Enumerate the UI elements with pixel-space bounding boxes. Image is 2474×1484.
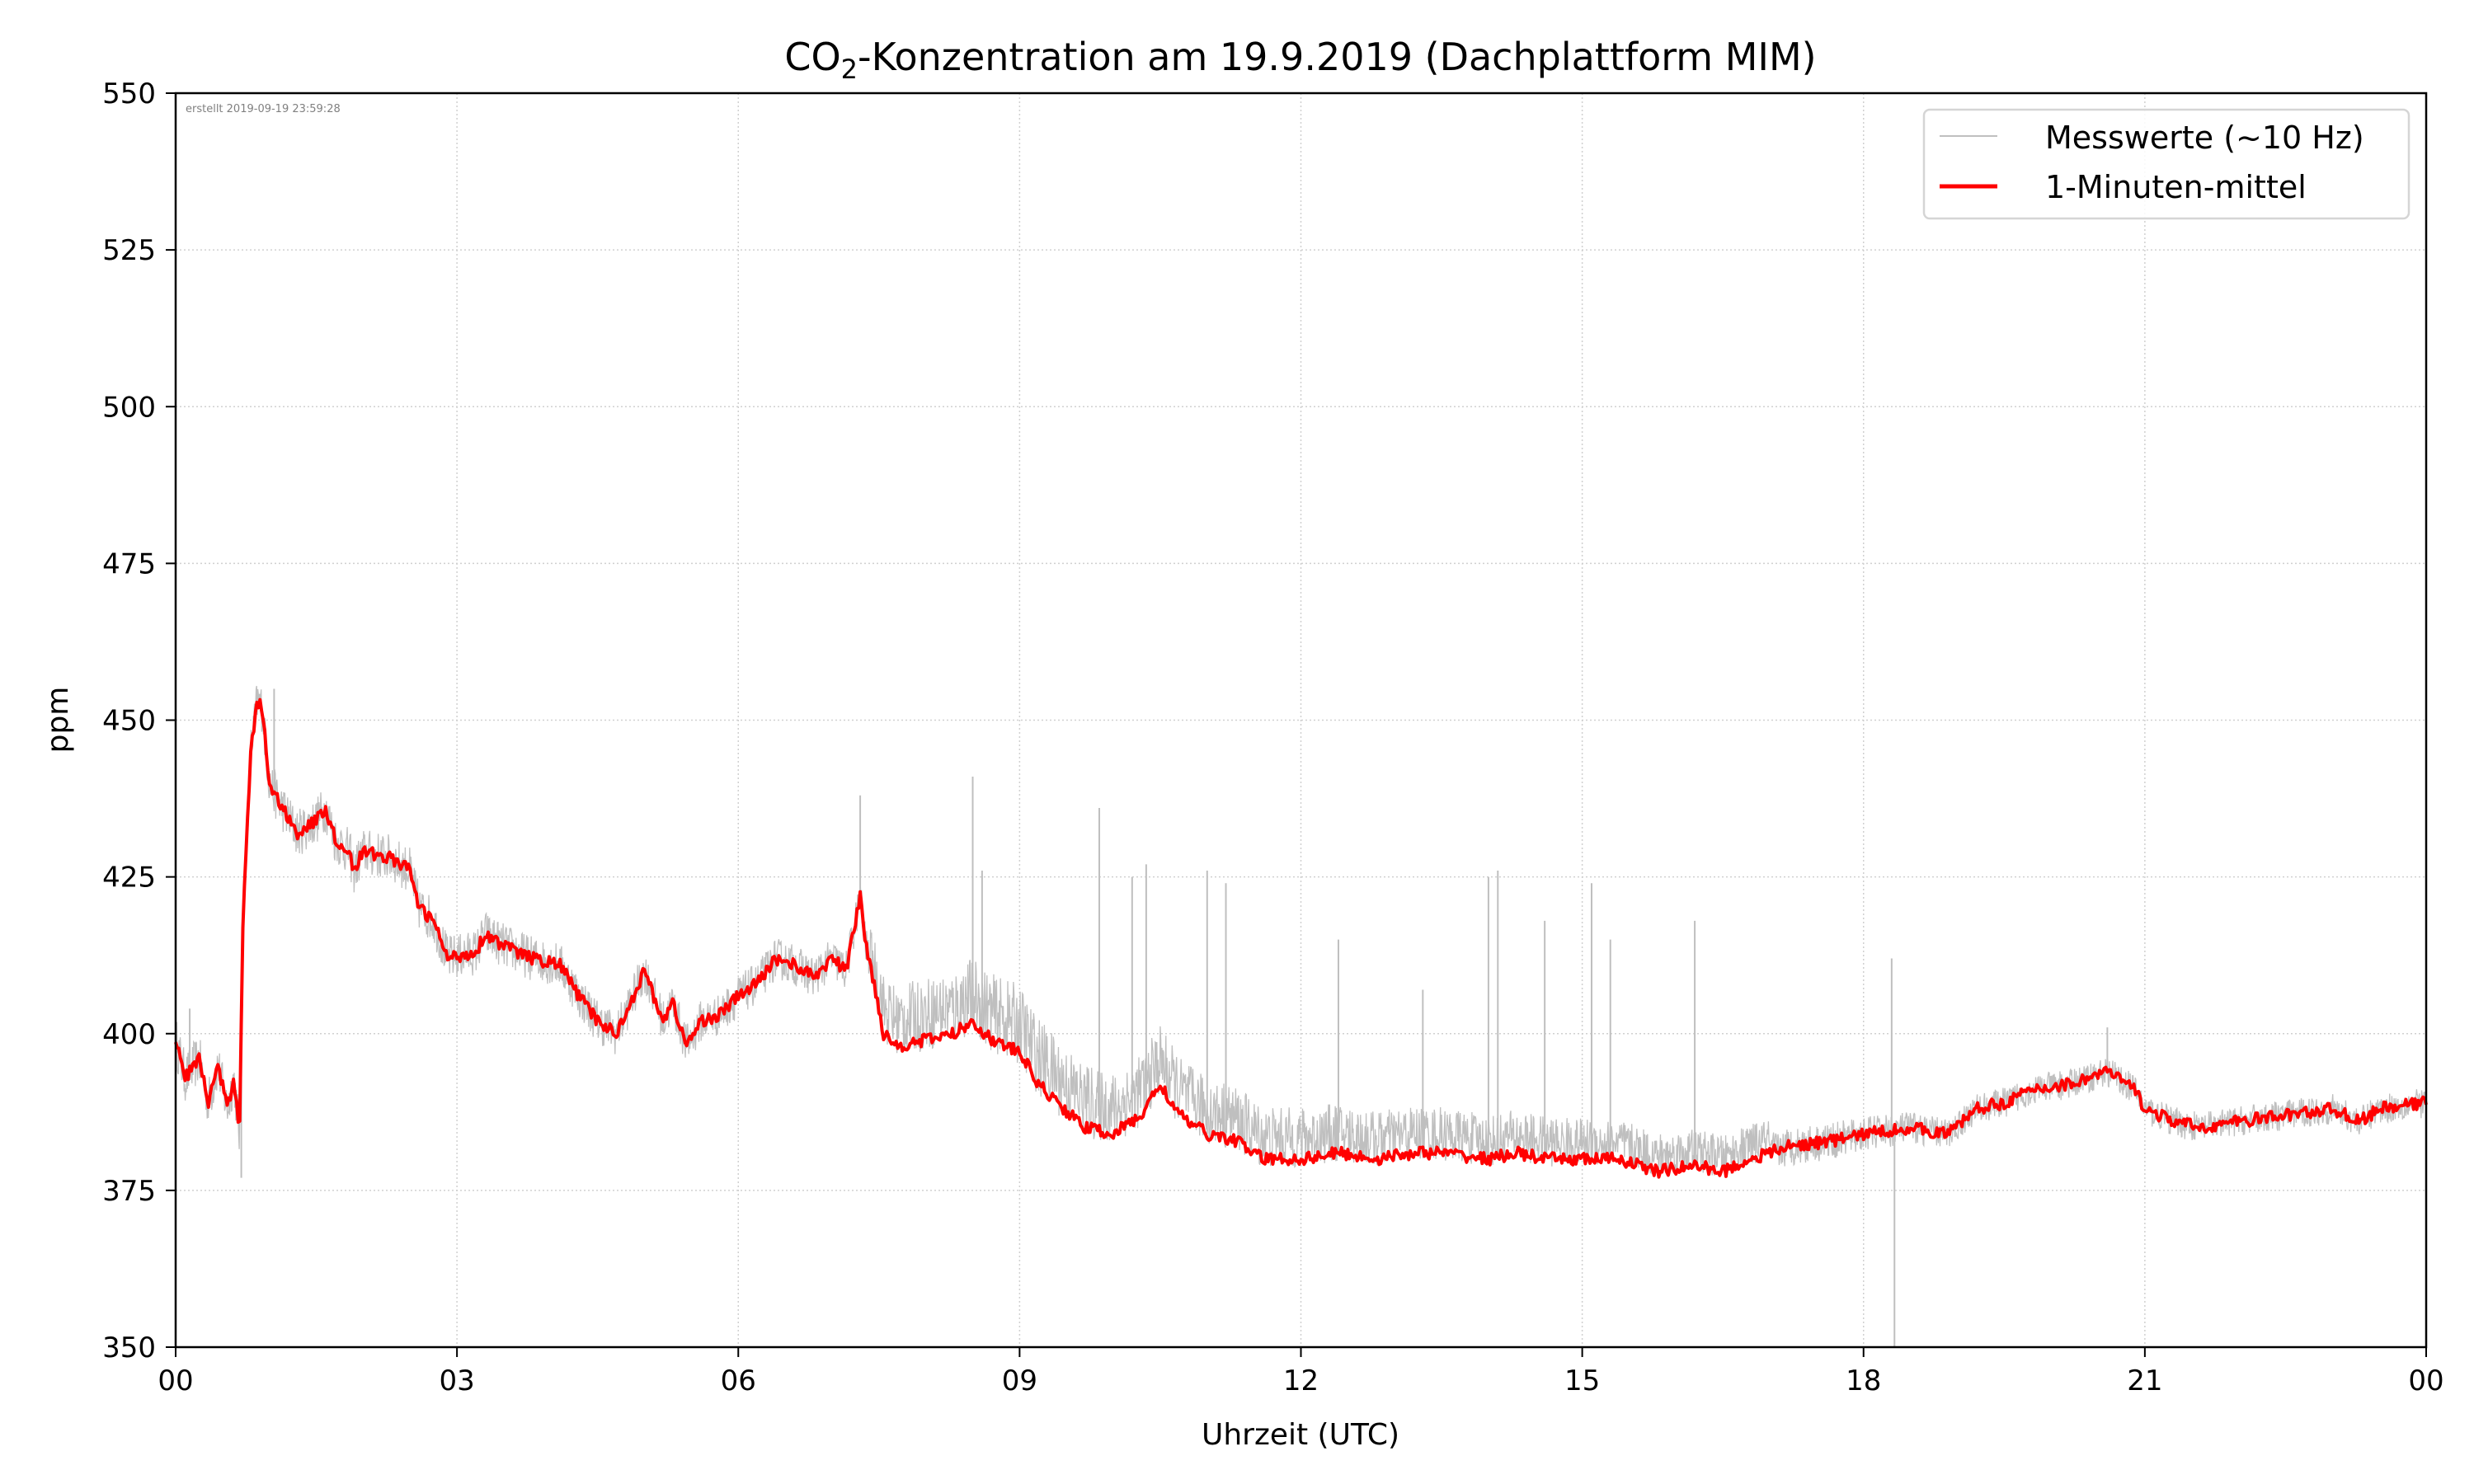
x-tick-label: 00 bbox=[158, 1364, 193, 1397]
y-tick-label: 550 bbox=[102, 77, 156, 110]
x-tick-label: 06 bbox=[721, 1364, 756, 1397]
plot-area bbox=[174, 685, 2428, 1347]
x-axis-label: Uhrzeit (UTC) bbox=[1202, 1418, 1399, 1452]
y-tick-label: 500 bbox=[102, 391, 156, 424]
x-tick-label: 15 bbox=[1564, 1364, 1600, 1397]
ticks: 00 03 06 09 12 15 18 21 003503754004254504755005… bbox=[102, 77, 2444, 1397]
mean-series-line bbox=[174, 697, 2428, 1179]
y-tick-label: 450 bbox=[102, 705, 156, 738]
y-axis-label: ppm bbox=[41, 687, 75, 754]
y-tick-label: 525 bbox=[102, 234, 156, 267]
legend-box bbox=[1922, 108, 2411, 220]
legend-label-measurements: Messwerte (~10 Hz) bbox=[2045, 120, 2364, 156]
y-tick-label: 350 bbox=[102, 1331, 156, 1364]
x-tick-label: 00 bbox=[2408, 1364, 2443, 1397]
measurement-series-line bbox=[175, 685, 2427, 1176]
x-tick-label: 21 bbox=[2127, 1364, 2162, 1397]
legend: Messwerte (~10 Hz) 1-Minuten-mittel bbox=[1922, 108, 2411, 220]
x-tick-label: 03 bbox=[439, 1364, 474, 1397]
x-tick-label: 12 bbox=[1283, 1364, 1319, 1397]
chart-title: CO2-Konzentration am 19.9.2019 (Dachplat… bbox=[784, 35, 1816, 85]
legend-label-mean: 1-Minuten-mittel bbox=[2045, 169, 2307, 205]
y-tick-label: 375 bbox=[102, 1175, 156, 1208]
y-tick-label: 400 bbox=[102, 1018, 156, 1051]
y-tick-label: 425 bbox=[102, 862, 156, 895]
created-timestamp: erstellt 2019-09-19 23:59:28 bbox=[186, 103, 341, 115]
y-tick-label: 475 bbox=[102, 547, 156, 580]
x-tick-label: 09 bbox=[1002, 1364, 1037, 1397]
x-tick-label: 18 bbox=[1846, 1364, 1881, 1397]
